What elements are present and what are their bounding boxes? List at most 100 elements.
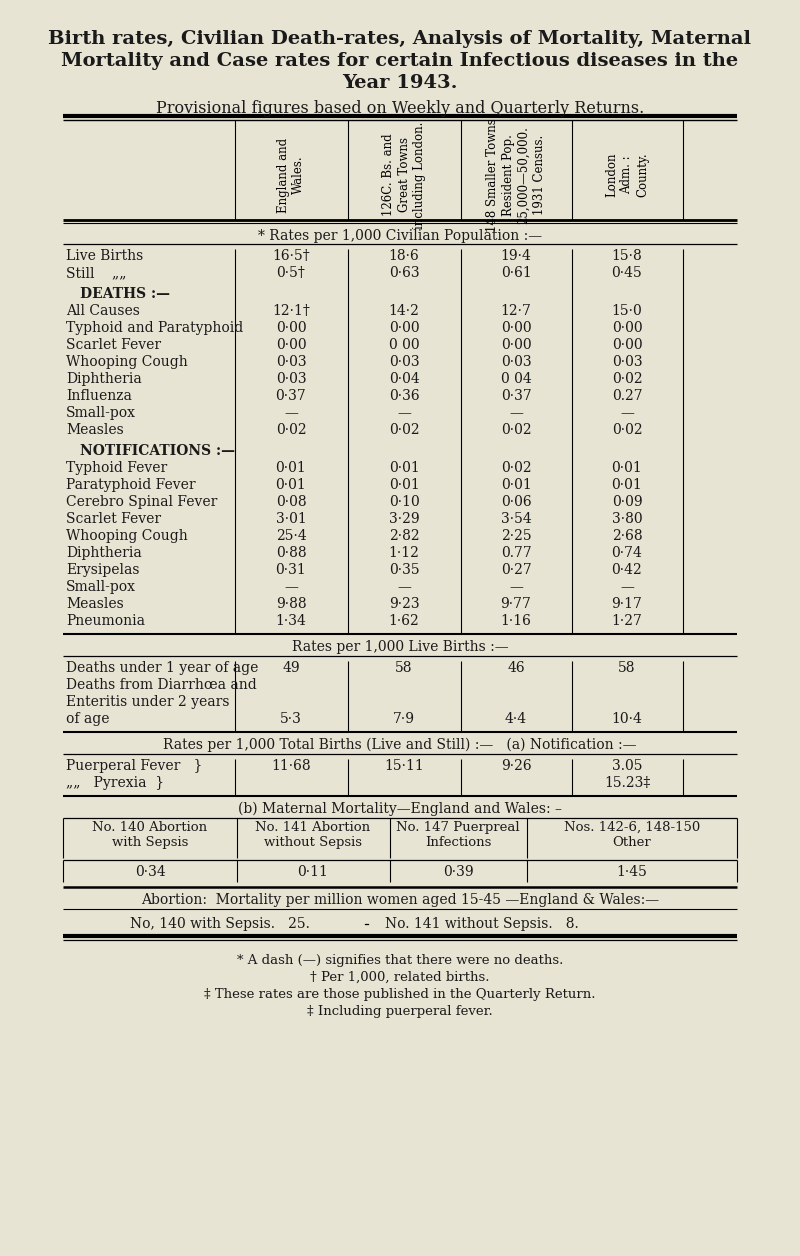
Text: 15.23‡: 15.23‡ [604, 776, 650, 790]
Text: —: — [284, 406, 298, 420]
Text: 5·3: 5·3 [280, 712, 302, 726]
Text: Measles: Measles [66, 597, 124, 610]
Text: Measles: Measles [66, 423, 124, 437]
Text: 0·01: 0·01 [389, 461, 419, 475]
Text: —: — [509, 406, 523, 420]
Text: 0.27: 0.27 [612, 389, 642, 403]
Text: Live Births: Live Births [66, 249, 143, 263]
Text: 0·02: 0·02 [501, 423, 531, 437]
Text: Enteritis under 2 years: Enteritis under 2 years [66, 695, 230, 708]
Text: 0·06: 0·06 [501, 495, 531, 509]
Text: 2·82: 2·82 [389, 529, 419, 543]
Text: Still    „„: Still „„ [66, 266, 126, 280]
Text: of age: of age [66, 712, 110, 726]
Text: 58: 58 [395, 661, 413, 674]
Text: 0·10: 0·10 [389, 495, 419, 509]
Text: 0·03: 0·03 [276, 372, 306, 386]
Text: 15·8: 15·8 [612, 249, 642, 263]
Text: 12·7: 12·7 [501, 304, 531, 318]
Text: 9·23: 9·23 [389, 597, 419, 610]
Text: 11·68: 11·68 [271, 759, 311, 772]
Text: 0·5†: 0·5† [277, 266, 306, 280]
Text: 0·02: 0·02 [276, 423, 306, 437]
Text: Nos. 142-6, 148-150
Other: Nos. 142-6, 148-150 Other [564, 821, 700, 849]
Text: 25·4: 25·4 [276, 529, 306, 543]
Text: Pneumonia: Pneumonia [66, 614, 145, 628]
Text: Rates per 1,000 Total Births (Live and Still) :—   (a) Notification :—: Rates per 1,000 Total Births (Live and S… [163, 739, 637, 752]
Text: 0·08: 0·08 [276, 495, 306, 509]
Text: Provisional figures based on Weekly and Quarterly Returns.: Provisional figures based on Weekly and … [156, 100, 644, 117]
Text: 0·88: 0·88 [276, 546, 306, 560]
Text: Abortion:  Mortality per million women aged 15-45 —England & Wales:—: Abortion: Mortality per million women ag… [141, 893, 659, 907]
Text: 1·34: 1·34 [275, 614, 306, 628]
Text: 19·4: 19·4 [501, 249, 531, 263]
Text: No, 140 with Sepsis.   25.: No, 140 with Sepsis. 25. [130, 917, 310, 931]
Text: 0·36: 0·36 [389, 389, 419, 403]
Text: 3·01: 3·01 [276, 512, 306, 526]
Text: Small-pox: Small-pox [66, 406, 136, 420]
Text: 0·04: 0·04 [389, 372, 419, 386]
Text: 0·39: 0·39 [442, 865, 474, 879]
Text: 0 04: 0 04 [501, 372, 531, 386]
Text: 0·45: 0·45 [612, 266, 642, 280]
Text: (b) Maternal Mortality—England and Wales: –: (b) Maternal Mortality—England and Wales… [238, 803, 562, 816]
Text: 0·61: 0·61 [501, 266, 531, 280]
Text: 0·02: 0·02 [612, 423, 642, 437]
Text: 0·00: 0·00 [612, 338, 642, 352]
Text: ‡ Including puerperal fever.: ‡ Including puerperal fever. [307, 1005, 493, 1019]
Text: 0·01: 0·01 [612, 461, 642, 475]
Text: 10·4: 10·4 [611, 712, 642, 726]
Text: Mortality and Case rates for certain Infectious diseases in the: Mortality and Case rates for certain Inf… [62, 51, 738, 70]
Text: 14·2: 14·2 [389, 304, 419, 318]
Text: 0 00: 0 00 [389, 338, 419, 352]
Text: —: — [397, 580, 411, 594]
Text: Whooping Cough: Whooping Cough [66, 355, 188, 369]
Text: Birth rates, Civilian Death-rates, Analysis of Mortality, Maternal: Birth rates, Civilian Death-rates, Analy… [49, 30, 751, 48]
Text: No. 141 Abortion
without Sepsis: No. 141 Abortion without Sepsis [255, 821, 370, 849]
Text: 0·03: 0·03 [276, 355, 306, 369]
Text: Deaths under 1 year of age: Deaths under 1 year of age [66, 661, 258, 674]
Text: 1·27: 1·27 [611, 614, 642, 628]
Text: DEATHS :—: DEATHS :— [80, 288, 170, 301]
Text: Scarlet Fever: Scarlet Fever [66, 512, 161, 526]
Text: * Rates per 1,000 Civilian Population :—: * Rates per 1,000 Civilian Population :— [258, 229, 542, 242]
Text: 0·01: 0·01 [612, 479, 642, 492]
Text: † Per 1,000, related births.: † Per 1,000, related births. [310, 971, 490, 983]
Text: Rates per 1,000 Live Births :—: Rates per 1,000 Live Births :— [292, 641, 508, 654]
Text: 0·00: 0·00 [389, 322, 419, 335]
Text: 3.05: 3.05 [612, 759, 642, 772]
Text: 0·42: 0·42 [612, 563, 642, 577]
Text: 0·03: 0·03 [501, 355, 531, 369]
Text: „„   Pyrexia  }: „„ Pyrexia } [66, 776, 164, 790]
Text: 0.77: 0.77 [501, 546, 531, 560]
Text: Deaths from Diarrhœa and: Deaths from Diarrhœa and [66, 678, 257, 692]
Text: 9·77: 9·77 [501, 597, 531, 610]
Text: 0·09: 0·09 [612, 495, 642, 509]
Text: 0·02: 0·02 [389, 423, 419, 437]
Text: 0·74: 0·74 [611, 546, 642, 560]
Text: * A dash (—) signifies that there were no deaths.: * A dash (—) signifies that there were n… [237, 955, 563, 967]
Text: 9·26: 9·26 [501, 759, 531, 772]
Text: 18·6: 18·6 [389, 249, 419, 263]
Text: Typhoid and Paratyphoid: Typhoid and Paratyphoid [66, 322, 243, 335]
Text: Small-pox: Small-pox [66, 580, 136, 594]
Text: 9·17: 9·17 [611, 597, 642, 610]
Text: 58: 58 [618, 661, 636, 674]
Text: 46: 46 [507, 661, 525, 674]
Text: 3·29: 3·29 [389, 512, 419, 526]
Text: 0·63: 0·63 [389, 266, 419, 280]
Text: Cerebro Spinal Fever: Cerebro Spinal Fever [66, 495, 218, 509]
Text: Scarlet Fever: Scarlet Fever [66, 338, 161, 352]
Text: 1·62: 1·62 [389, 614, 419, 628]
Text: —: — [509, 580, 523, 594]
Text: 15·11: 15·11 [384, 759, 424, 772]
Text: No. 141 without Sepsis.   8.: No. 141 without Sepsis. 8. [385, 917, 578, 931]
Text: 0·00: 0·00 [501, 322, 531, 335]
Text: 3·80: 3·80 [612, 512, 642, 526]
Text: 1·45: 1·45 [617, 865, 647, 879]
Text: 0·00: 0·00 [276, 338, 306, 352]
Text: 0·35: 0·35 [389, 563, 419, 577]
Text: —: — [620, 580, 634, 594]
Text: 0·27: 0·27 [501, 563, 531, 577]
Text: 0·31: 0·31 [276, 563, 306, 577]
